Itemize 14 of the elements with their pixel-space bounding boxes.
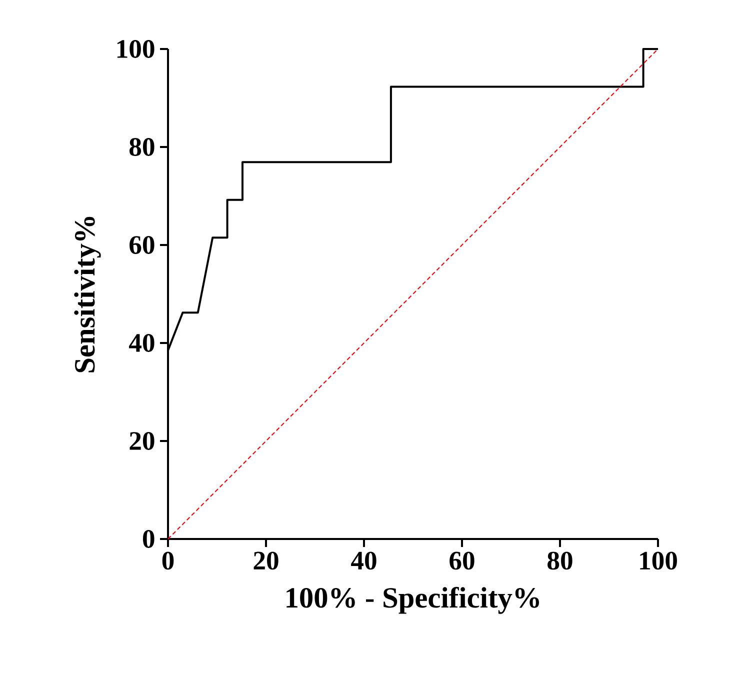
- y-tick-label: 100: [117, 40, 154, 58]
- y-tick-label: 60: [130, 236, 154, 254]
- x-tick-label: 100: [640, 552, 677, 570]
- x-tick-label: 40: [351, 552, 376, 570]
- y-axis-title: Sensitivity%: [74, 216, 101, 372]
- x-tick-label: 20: [254, 552, 278, 570]
- x-tick-label: 60: [450, 552, 474, 570]
- x-tick-label: 80: [548, 552, 572, 570]
- y-tick-label: 0: [142, 530, 154, 548]
- x-axis-title: 100% - Specificity%: [286, 586, 539, 614]
- y-tick-label: 20: [130, 432, 154, 450]
- y-tick-label: 40: [128, 334, 154, 352]
- x-tick-label: 0: [162, 552, 174, 570]
- y-tick-label: 80: [130, 138, 154, 156]
